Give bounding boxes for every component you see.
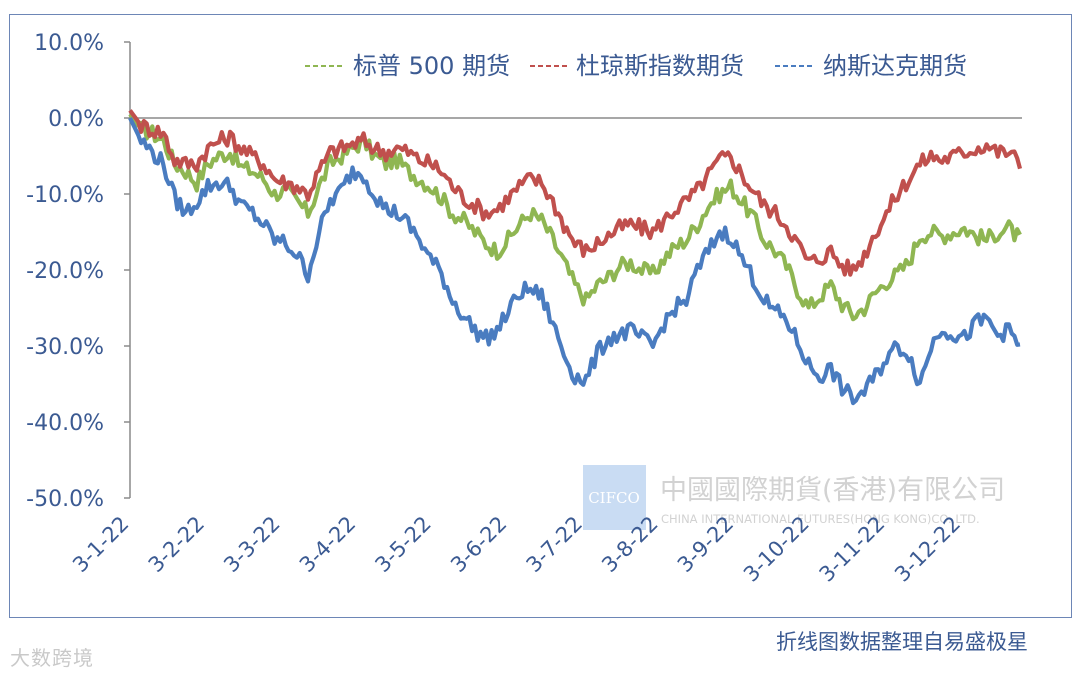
line-nasdaq xyxy=(128,117,1021,406)
legend-label-sp500: 标普 500 期货 xyxy=(353,52,510,80)
y-tick-label: 0.0% xyxy=(48,107,104,132)
corner-watermark: 大数跨境 xyxy=(10,646,94,670)
y-tick-label: 10.0% xyxy=(34,31,104,56)
y-tick-label: -50.0% xyxy=(26,487,104,512)
x-tick-label: 3-3-22 xyxy=(219,512,284,577)
y-tick-label: -10.0% xyxy=(26,183,104,208)
line-sp500 xyxy=(128,112,1022,322)
series-lines xyxy=(128,109,1023,406)
line-dow xyxy=(128,109,1023,277)
y-tick-labels: 10.0% 0.0% -10.0% -20.0% -30.0% -40.0% -50.0% xyxy=(26,31,130,512)
x-tick-label: 3-6-22 xyxy=(446,512,511,577)
legend-label-nasdaq: 纳斯达克期货 xyxy=(823,52,967,80)
watermark: CIFCO 中國國際期貨(香港)有限公司 CHINA INTERNATIONAL… xyxy=(583,465,1005,530)
watermark-logo-box xyxy=(583,465,646,530)
x-tick-label: 3-1-22 xyxy=(68,512,133,577)
source-note: 折线图数据整理自易盛极星 xyxy=(776,630,1028,654)
watermark-logo-text: CIFCO xyxy=(588,489,640,507)
legend: 标普 500 期货 杜琼斯指数期货 纳斯达克期货 xyxy=(305,52,967,80)
chart-frame xyxy=(9,14,1072,618)
x-tick-label: 3-5-22 xyxy=(370,512,435,577)
y-tick-label: -40.0% xyxy=(26,411,104,436)
legend-label-dow: 杜琼斯指数期货 xyxy=(576,52,744,80)
x-tick-label: 3-2-22 xyxy=(144,512,209,577)
x-tick-label: 3-7-22 xyxy=(522,512,587,577)
watermark-company-en: CHINA INTERNATIONAL FUTURES(HONG KONG)CO… xyxy=(661,512,980,526)
watermark-company-cn: 中國國際期貨(香港)有限公司 xyxy=(660,475,1005,506)
x-tick-label: 3-4-22 xyxy=(295,512,360,577)
y-tick-label: -30.0% xyxy=(26,335,104,360)
y-tick-label: -20.0% xyxy=(26,259,104,284)
